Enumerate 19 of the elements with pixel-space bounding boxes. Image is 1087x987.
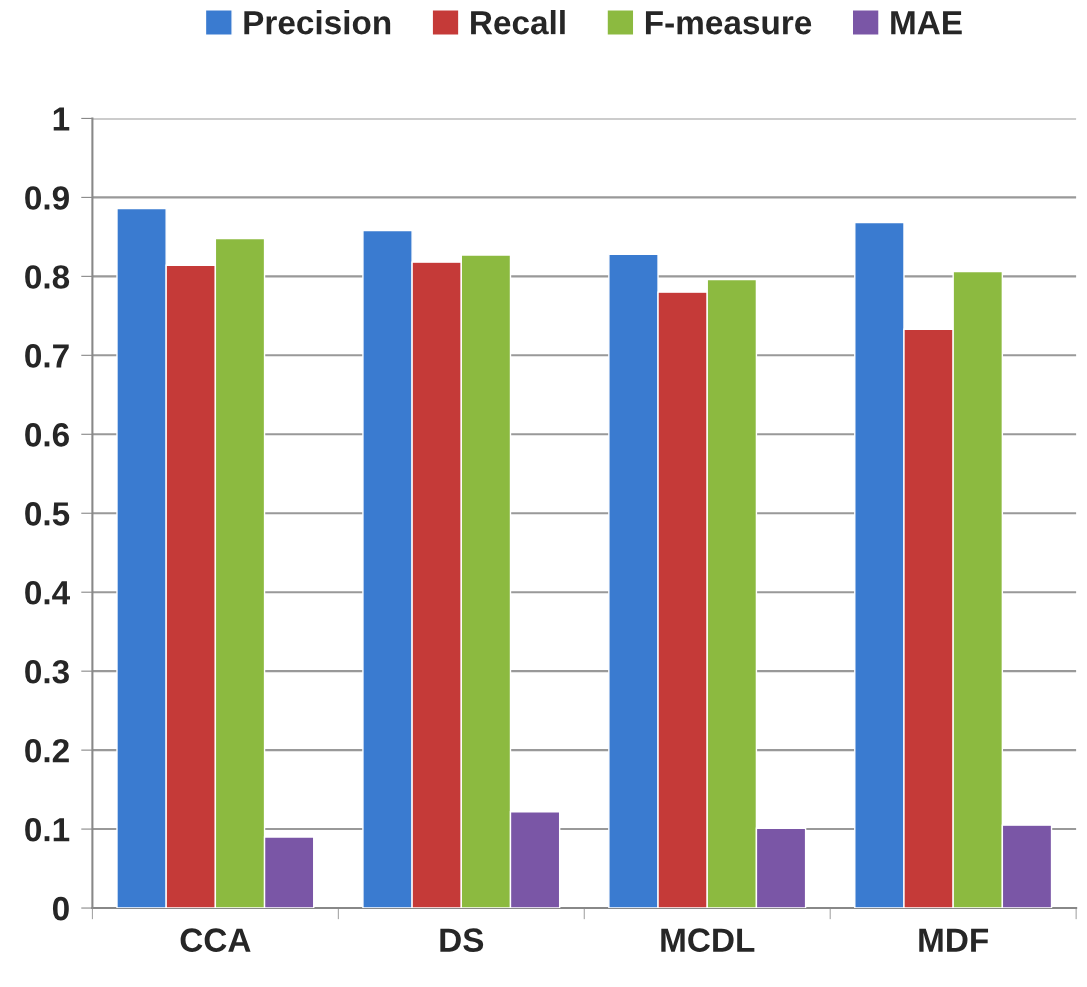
x-tick-label: MCDL [661, 928, 755, 952]
y-tick-label: 0.6 [25, 423, 69, 447]
y-tick-label: 0.9 [25, 186, 69, 210]
y-tick-label: 0 [52, 896, 69, 921]
x-tick-label: DS [440, 928, 484, 952]
legend-label: Recall [471, 9, 565, 35]
y-tick-label: 0.7 [25, 344, 69, 368]
legend-label: F-measure [645, 11, 812, 35]
y-tick-label: 0.8 [25, 265, 70, 289]
legend-label: Precision [244, 9, 391, 35]
x-tick-label: MDF [919, 928, 989, 952]
y-tick-label: 0.1 [25, 817, 70, 842]
x-tick-label: CCA [180, 928, 251, 952]
y-tick-label: 1 [53, 107, 70, 131]
legend-label: MAE [891, 11, 962, 35]
y-tick-label: 0.3 [25, 659, 69, 684]
y-tick-label: 0.5 [25, 502, 70, 526]
y-tick-label: 0.4 [25, 581, 70, 605]
y-tick-label: 0.2 [25, 738, 69, 763]
